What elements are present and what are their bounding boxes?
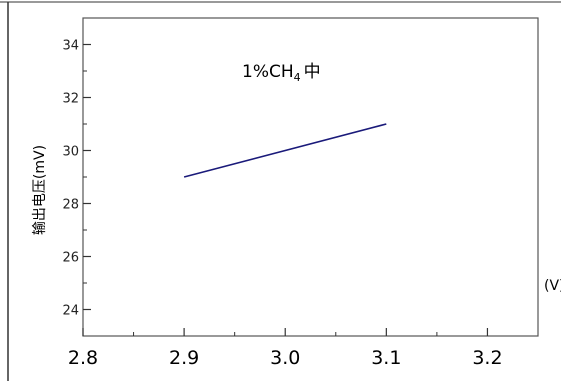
chart-title-subscript: 4 xyxy=(294,71,301,84)
x-tick-label: 3.0 xyxy=(270,347,300,369)
chart-title-main: 1%CH xyxy=(242,62,294,82)
x-tick-label: 3.2 xyxy=(472,347,502,369)
y-tick-label: 28 xyxy=(62,198,79,213)
y-axis-label: 输出电压(mV) xyxy=(32,145,48,235)
x-tick-label: 2.9 xyxy=(169,347,199,369)
x-tick-label: 2.8 xyxy=(68,347,98,369)
series-line xyxy=(183,123,387,178)
y-tick-label: 32 xyxy=(62,92,79,107)
x-axis-ticks: 2.8 2.9 3.0 3.1 3.2 xyxy=(68,328,503,369)
series-layer xyxy=(183,123,387,178)
y-tick-label: 24 xyxy=(62,304,79,319)
y-tick-label: 30 xyxy=(62,145,79,160)
y-tick-label: 26 xyxy=(62,251,79,266)
y-axis-ticks: 24 26 28 30 32 34 xyxy=(62,39,91,319)
chart-title: 1%CH4 中 xyxy=(242,62,321,84)
x-axis-label: (V) xyxy=(544,278,561,294)
x-tick-label: 3.1 xyxy=(371,347,401,369)
chart-title-tail: 中 xyxy=(304,62,321,82)
y-tick-label: 34 xyxy=(62,39,79,54)
